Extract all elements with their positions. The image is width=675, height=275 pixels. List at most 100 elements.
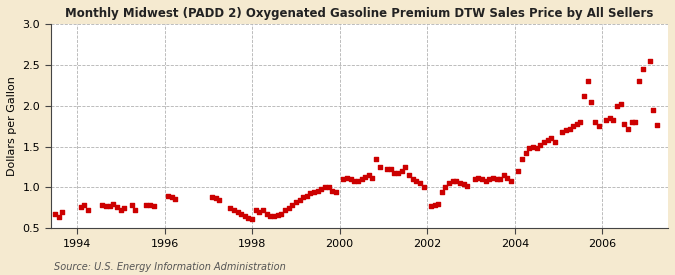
Point [477,177,487,182]
Point [144,202,155,207]
Point [261,211,272,216]
Point [495,177,506,182]
Point [50,211,61,216]
Point [367,175,378,180]
Point [236,211,246,216]
Point [586,99,597,104]
Point [622,126,633,131]
Point [601,118,612,123]
Point [101,204,111,208]
Point [207,195,217,199]
Point [371,157,381,161]
Point [258,208,269,213]
Point [363,173,374,177]
Point [433,202,443,206]
Point [546,136,557,141]
Point [385,167,396,172]
Point [276,211,287,216]
Point [225,206,236,210]
Point [608,117,619,122]
Point [111,205,122,209]
Point [437,189,448,194]
Point [557,130,568,134]
Point [645,59,655,63]
Point [484,177,495,182]
Point [105,204,115,208]
Point [148,204,159,208]
Point [400,165,410,169]
Point [451,179,462,183]
Point [389,170,400,175]
Point [429,203,440,208]
Point [564,126,575,131]
Point [141,202,152,207]
Point [97,203,108,208]
Point [542,138,553,142]
Point [254,210,265,214]
Point [469,177,480,182]
Point [418,185,429,190]
Point [578,94,589,98]
Point [53,215,64,219]
Point [345,177,356,182]
Point [520,151,531,155]
Point [528,144,539,149]
Point [246,217,257,222]
Point [513,169,524,173]
Point [302,194,313,198]
Point [57,210,68,214]
Point [327,189,338,193]
Point [119,206,130,210]
Point [269,214,279,218]
Point [572,122,583,126]
Point [170,197,181,201]
Point [575,120,586,124]
Point [283,206,294,210]
Point [126,203,137,208]
Point [455,180,466,185]
Point [352,179,363,183]
Point [590,120,601,124]
Point [331,190,342,195]
Point [287,203,298,208]
Point [250,208,261,213]
Point [440,185,451,190]
Point [630,120,641,124]
Point [633,79,644,83]
Point [604,116,615,120]
Point [637,67,648,71]
Point [517,157,528,161]
Point [323,185,334,190]
Point [498,173,509,177]
Point [448,179,458,183]
Point [79,202,90,207]
Point [228,207,239,212]
Point [356,177,367,182]
Point [524,146,535,150]
Point [313,189,323,193]
Point [396,169,407,173]
Point [167,195,178,199]
Point [626,120,637,124]
Point [305,191,316,196]
Title: Monthly Midwest (PADD 2) Oxygenated Gasoline Premium DTW Sales Price by All Sell: Monthly Midwest (PADD 2) Oxygenated Gaso… [65,7,653,20]
Point [214,197,225,202]
Point [414,181,425,186]
Point [279,208,290,213]
Point [232,210,243,214]
Point [298,195,308,199]
Point [502,175,513,180]
Point [381,167,392,172]
Point [458,182,469,186]
Point [487,175,498,180]
Point [583,79,593,83]
Point [240,214,250,218]
Point [443,181,454,186]
Point [651,123,662,128]
Point [338,177,349,182]
Point [568,124,578,128]
Point [108,202,119,206]
Text: Source: U.S. Energy Information Administration: Source: U.S. Energy Information Administ… [54,262,286,272]
Point [549,139,560,144]
Point [360,175,371,179]
